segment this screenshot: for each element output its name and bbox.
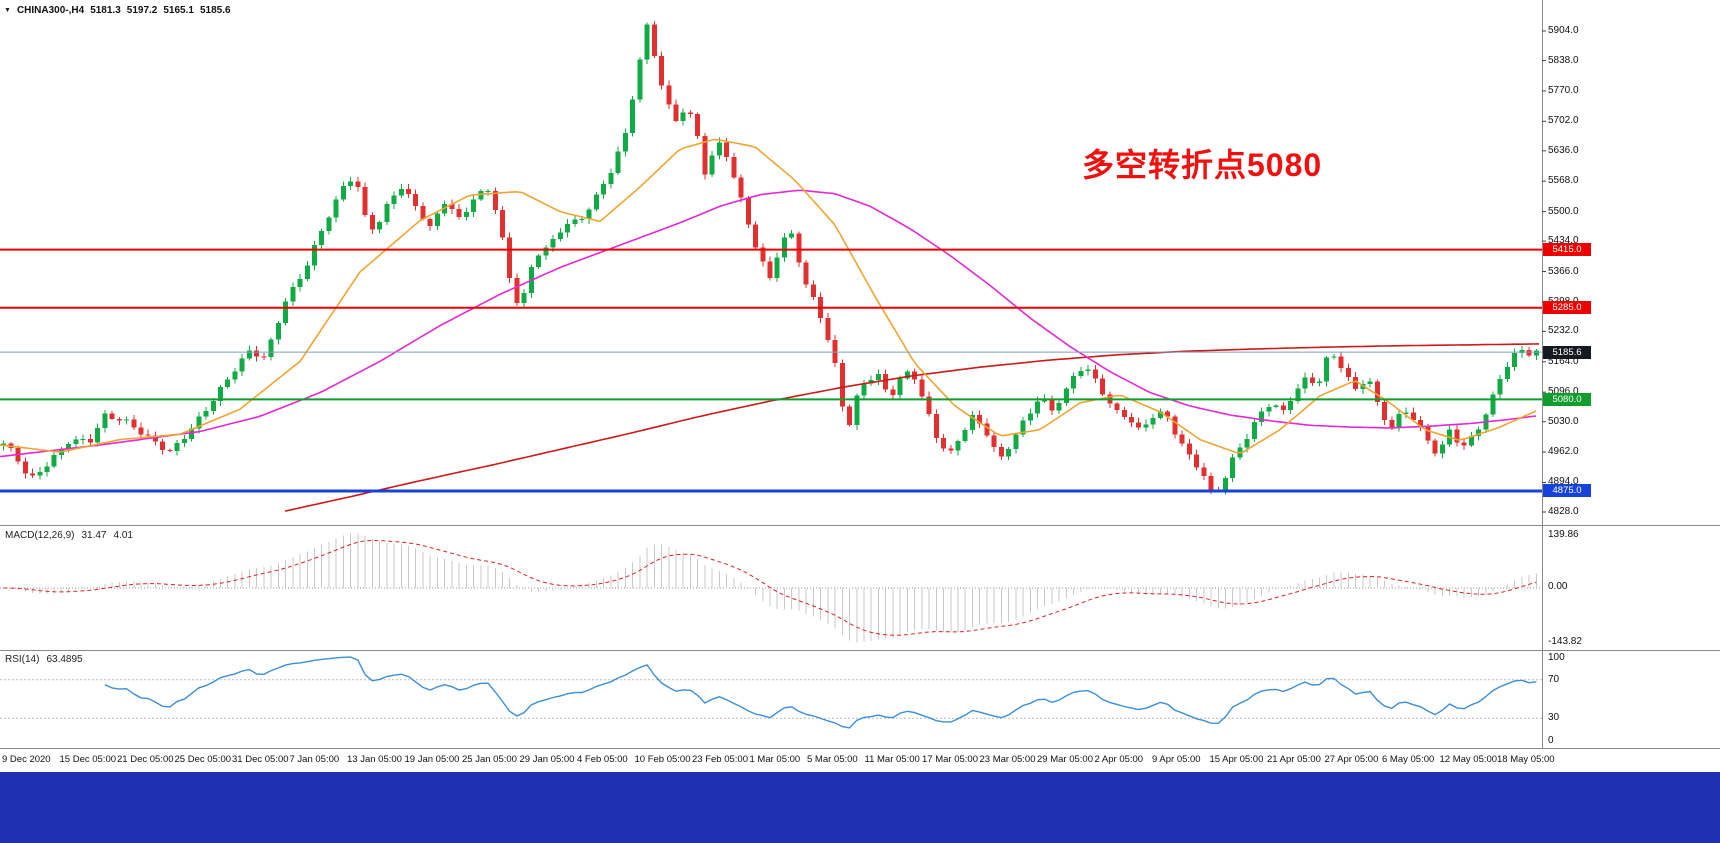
macd-histogram <box>10 533 1537 643</box>
time-axis-label: 25 Jan 05:00 <box>462 754 517 765</box>
time-axis-label: 10 Feb 05:00 <box>634 754 691 765</box>
taskbar[interactable] <box>0 772 1720 843</box>
time-axis-label: 15 Dec 05:00 <box>59 754 117 765</box>
time-axis-label: 4 Feb 05:00 <box>577 754 628 765</box>
chart-canvas[interactable] <box>0 0 1720 750</box>
time-axis-label: 9 Apr 05:00 <box>1152 754 1201 765</box>
time-axis-label: 23 Feb 05:00 <box>692 754 748 765</box>
rsi-label-name: RSI(14) <box>5 654 40 665</box>
macd-signal-line <box>3 539 1537 636</box>
price-low: 5165.1 <box>163 5 194 16</box>
rsi-line <box>104 656 1537 729</box>
time-axis-label: 7 Jan 05:00 <box>289 754 340 765</box>
price-high: 5197.2 <box>126 5 158 16</box>
time-axis-label: 21 Dec 05:00 <box>117 754 174 765</box>
time-axis-label: 17 Mar 05:00 <box>922 754 978 765</box>
time-axis-label: 12 May 05:00 <box>1439 754 1498 765</box>
symbol-name: CHINA300-,H4 <box>16 5 85 16</box>
macd-label-signal-value: 4.01 <box>113 530 133 541</box>
ma-fast-line <box>0 138 1537 454</box>
chart-annotation-text: 多空转折点5080 <box>1082 147 1323 183</box>
ma-slow-line <box>284 343 1540 512</box>
macd-indicator-label: MACD(12,26,9) 31.47 4.01 <box>5 530 133 541</box>
candles-layer <box>1 21 1539 495</box>
time-axis-label: 6 May 05:00 <box>1382 754 1435 765</box>
time-axis-label: 18 May 05:00 <box>1497 754 1555 765</box>
symbol-info-bar: ▼ CHINA300-,H4 5181.3 5197.2 5165.1 5185… <box>4 5 231 16</box>
time-axis-label: 27 Apr 05:00 <box>1324 754 1379 765</box>
time-axis-label: 5 Mar 05:00 <box>807 754 858 765</box>
time-axis-label: 15 Apr 05:00 <box>1209 754 1264 765</box>
time-axis-label: 2 Apr 05:00 <box>1094 754 1144 765</box>
time-axis-label: 25 Dec 05:00 <box>174 754 232 765</box>
macd-label-name: MACD(12,26,9) <box>5 530 75 541</box>
time-axis-label: 19 Jan 05:00 <box>404 754 460 765</box>
time-axis-label: 9 Dec 2020 <box>2 754 51 765</box>
time-axis-label: 1 Mar 05:00 <box>749 754 801 765</box>
time-axis-label: 29 Jan 05:00 <box>519 754 575 765</box>
rsi-label-value: 63.4895 <box>46 654 83 665</box>
time-axis-label: 11 Mar 05:00 <box>864 754 920 765</box>
ma-mid-line <box>0 189 1537 458</box>
time-axis-label: 21 Apr 05:00 <box>1267 754 1321 765</box>
time-axis-label: 23 Mar 05:00 <box>979 754 1036 765</box>
time-axis: 9 Dec 2020 15 Dec 05:00 21 Dec 05:00 25 Dec… <box>0 750 1720 772</box>
symbol-dropdown-icon[interactable]: ▼ <box>4 6 11 14</box>
price-close: 5185.6 <box>199 5 231 16</box>
macd-label-value: 31.47 <box>81 530 107 541</box>
time-axis-label: 13 Jan 05:00 <box>347 754 402 765</box>
price-open: 5181.3 <box>90 5 121 16</box>
time-axis-label: 29 Mar 05:00 <box>1037 754 1093 765</box>
time-axis-label: 31 Dec 05:00 <box>232 754 289 765</box>
rsi-indicator-label: RSI(14) 63.4895 <box>5 654 83 665</box>
